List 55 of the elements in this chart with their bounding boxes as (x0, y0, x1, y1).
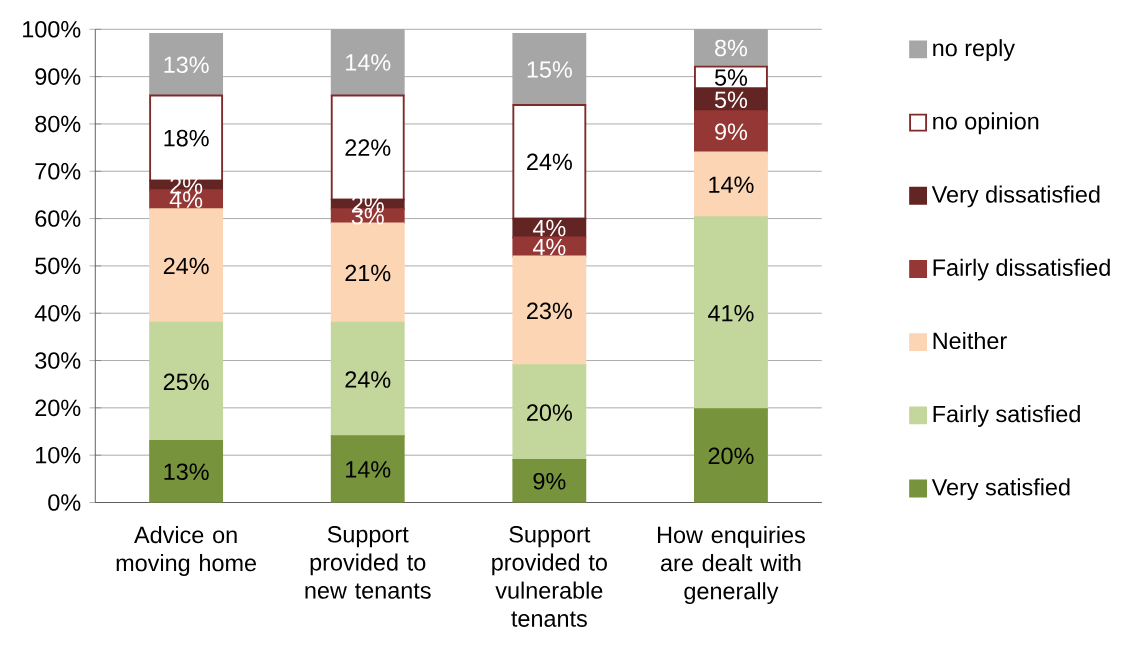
y-tick-label: 80% (35, 115, 81, 133)
legend-label: Very satisfied (931, 478, 1070, 500)
data-label: 20% (708, 447, 754, 464)
data-label: 20% (527, 404, 572, 421)
bar (512, 103, 587, 220)
data-label: 15% (527, 61, 572, 78)
legend-label: Very dissatisfied (931, 185, 1100, 208)
y-tick-label: 70% (35, 162, 81, 180)
y-tick-label: 90% (35, 68, 81, 85)
data-label: 23% (527, 302, 572, 319)
data-label: 13% (164, 56, 209, 73)
x-tick-label: Support provided to vulnerable tenants (492, 525, 607, 627)
data-label: 9% (533, 472, 566, 490)
data-label: 14% (346, 460, 391, 478)
x-tick-label: How enquiries are dealt with generally (658, 525, 805, 604)
y-tick-label: 40% (34, 304, 81, 322)
legend-label: no reply (933, 38, 1015, 61)
bar (149, 321, 224, 442)
data-label: 41% (708, 304, 754, 322)
legend-label: no opinion (933, 112, 1039, 134)
bar (512, 255, 587, 366)
data-label: 5% (714, 91, 748, 108)
data-label: 24% (345, 371, 391, 388)
legend-label: Neither (933, 331, 1007, 349)
data-label: 18% (164, 129, 209, 147)
data-label: 5% (714, 69, 748, 86)
bar (694, 216, 768, 410)
data-label: 25% (163, 373, 209, 390)
x-tick-label: Advice on moving home (116, 525, 256, 576)
data-label: 4% (532, 238, 566, 255)
y-tick-label: 10% (36, 446, 81, 464)
bar (330, 321, 405, 437)
data-label: 9% (715, 123, 748, 140)
data-label: 8% (715, 39, 748, 57)
y-tick-label: 60% (35, 210, 81, 227)
y-tick-label: 50% (35, 257, 81, 274)
y-tick-label: 100% (23, 20, 81, 38)
data-label: 24% (527, 153, 572, 170)
bar (512, 364, 587, 461)
data-label: 14% (346, 53, 391, 71)
x-tick-label: Support provided to new tenants (305, 525, 431, 599)
bar (694, 110, 768, 154)
y-tick-label: 0% (48, 494, 81, 511)
y-tick-label: 20% (35, 399, 81, 416)
bar (149, 207, 224, 324)
data-label: 22% (345, 139, 391, 156)
data-label: 21% (345, 264, 391, 282)
legend-label: Fairly dissatisfied (933, 258, 1110, 281)
y-tick-label: 30% (35, 352, 81, 369)
data-label: 13% (164, 463, 209, 480)
data-label: 24% (163, 257, 209, 274)
data-label: 4% (532, 219, 566, 237)
bar (694, 151, 768, 218)
data-label: 14% (709, 176, 754, 193)
legend-label: Fairly satisfied (933, 404, 1080, 427)
